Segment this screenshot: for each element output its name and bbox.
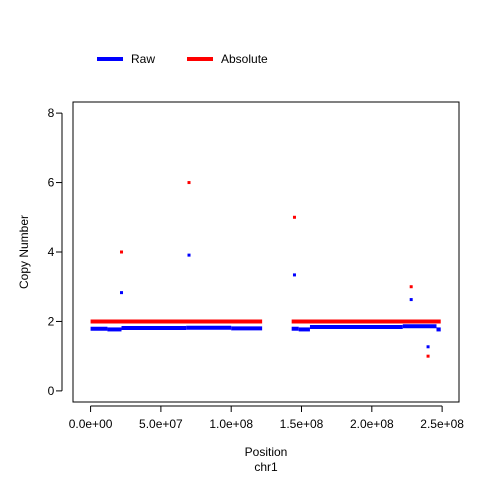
x-axis-subtitle: chr1	[254, 460, 278, 474]
y-tick-label: 2	[48, 314, 55, 328]
plot-box	[72, 101, 460, 403]
x-tick-label: 5.0e+07	[139, 417, 183, 431]
x-tick-label: 0.0e+00	[69, 417, 113, 431]
raw-point	[409, 298, 413, 302]
absolute-point	[120, 250, 124, 254]
legend: Raw Absolute	[97, 52, 268, 66]
x-tick-label: 1.5e+08	[280, 417, 324, 431]
raw-point	[292, 273, 296, 277]
absolute-point	[187, 181, 191, 185]
legend-label-raw: Raw	[131, 52, 155, 66]
y-axis-title: Copy Number	[17, 215, 31, 289]
y-axis: 0 2 4 6 8	[48, 106, 63, 398]
x-tick-label: 2.0e+08	[350, 417, 394, 431]
absolute-point	[292, 215, 296, 219]
y-tick-label: 6	[48, 176, 55, 190]
y-tick-label: 0	[48, 384, 55, 398]
raw-point	[187, 253, 191, 257]
y-tick-label: 8	[48, 106, 55, 120]
x-tick-label: 1.0e+08	[209, 417, 253, 431]
x-axis: 0.0e+00 5.0e+07 1.0e+08 1.5e+08 2.0e+08 2.5e+…	[69, 405, 464, 431]
absolute-point	[409, 285, 413, 289]
raw-point	[426, 345, 430, 349]
absolute-point	[426, 354, 430, 358]
x-axis-title: Position	[245, 445, 288, 459]
chart-marks	[90, 181, 441, 358]
legend-label-absolute: Absolute	[221, 52, 268, 66]
y-tick-label: 4	[48, 245, 55, 259]
raw-point	[120, 291, 124, 295]
x-tick-label: 2.5e+08	[420, 417, 464, 431]
